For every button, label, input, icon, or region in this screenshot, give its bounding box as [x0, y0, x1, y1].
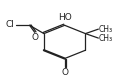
Text: HO: HO: [58, 13, 72, 22]
Text: CH₃: CH₃: [99, 34, 113, 43]
Text: O: O: [32, 33, 39, 42]
Text: Cl: Cl: [5, 21, 14, 29]
Text: O: O: [61, 68, 68, 77]
Text: CH₃: CH₃: [99, 25, 113, 34]
